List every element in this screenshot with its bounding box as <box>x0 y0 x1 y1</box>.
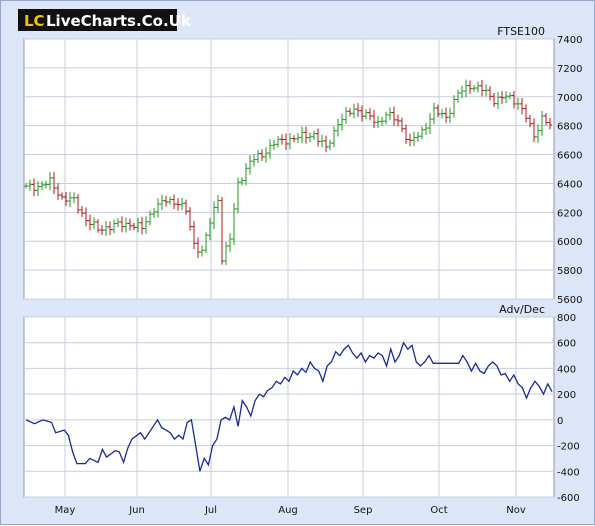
price-y-tick-label: 6000 <box>557 237 582 248</box>
x-axis-month-labels: May Jun Jul Aug Sep Oct Nov <box>55 505 526 516</box>
x-tick-label-nov: Nov <box>506 505 526 516</box>
logo: LC LiveCharts.Co.Uk <box>18 9 192 31</box>
price-y-tick-label: 6600 <box>557 151 582 162</box>
price-y-tick-label: 7400 <box>557 35 582 46</box>
advdec-y-tick-label: -200 <box>557 442 580 453</box>
price-y-tick-label: 7200 <box>557 64 582 75</box>
x-tick-label-may: May <box>55 505 76 516</box>
advdec-title: Adv/Dec <box>499 303 545 316</box>
price-y-tick-label: 6800 <box>557 122 582 133</box>
price-y-tick-label: 5600 <box>557 295 582 306</box>
advdec-y-tick-label: 200 <box>557 390 576 401</box>
advance-decline-panel: -600 -400 -200 0 200 400 600 800 Adv/Dec <box>24 303 580 504</box>
price-y-tick-label: 6200 <box>557 208 582 219</box>
advdec-y-tick-label: 400 <box>557 364 576 375</box>
advdec-y-tick-label: 800 <box>557 313 576 324</box>
advdec-plot-area <box>24 317 554 497</box>
logo-mark: LC <box>24 12 45 30</box>
price-plot-area <box>24 39 554 299</box>
price-title: FTSE100 <box>497 25 545 38</box>
advdec-y-tick-label: 0 <box>557 416 563 427</box>
advdec-y-tick-label: -400 <box>557 467 580 478</box>
price-chart-panel: 5600 5800 6000 6200 6400 6600 6800 7000 7200 7400… <box>24 25 582 306</box>
x-tick-label-jun: Jun <box>128 505 145 516</box>
x-tick-label-sep: Sep <box>354 505 373 516</box>
advdec-y-tick-label: -600 <box>557 493 580 504</box>
x-tick-label-jul: Jul <box>204 505 217 516</box>
logo-text: LiveCharts.Co.Uk <box>46 12 192 30</box>
price-y-tick-label: 7000 <box>557 93 582 104</box>
price-y-tick-label: 6400 <box>557 179 582 190</box>
x-tick-label-oct: Oct <box>430 505 447 516</box>
price-y-tick-label: 5800 <box>557 266 582 277</box>
advdec-y-tick-label: 600 <box>557 339 576 350</box>
x-tick-label-aug: Aug <box>278 505 298 516</box>
